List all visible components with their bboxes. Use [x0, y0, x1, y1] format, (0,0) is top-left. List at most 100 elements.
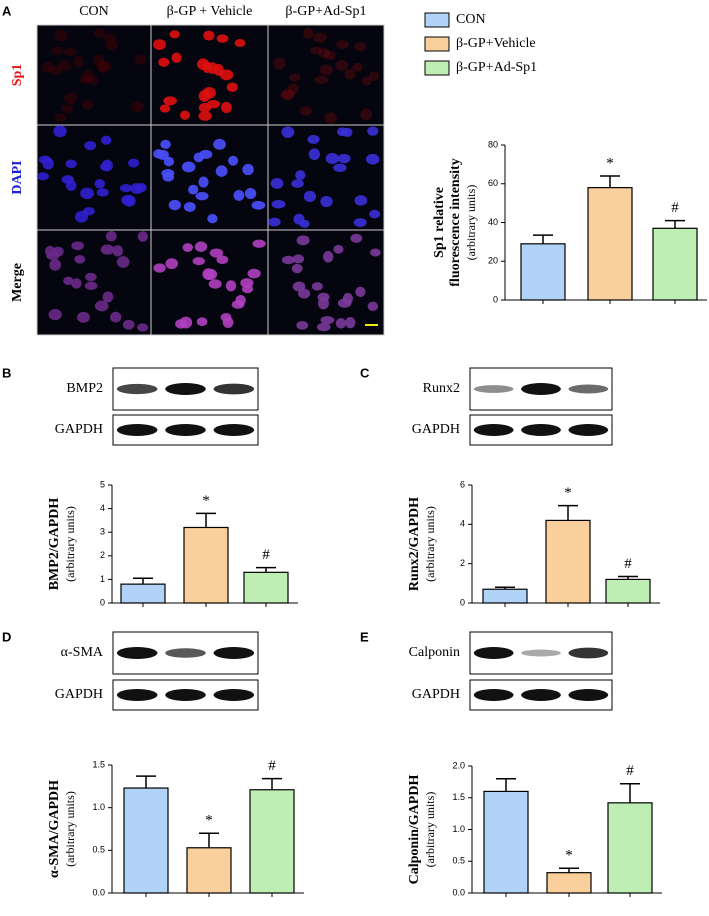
cell-nucleus: [192, 257, 205, 266]
row-label: Merge: [10, 263, 25, 302]
cell-nucleus: [247, 268, 261, 279]
micrograph: [267, 124, 385, 231]
cell-nucleus: [307, 134, 320, 144]
y-axis-subtitle: (arbitrary units): [423, 792, 437, 868]
cell-nucleus: [179, 316, 193, 329]
cell-nucleus: [41, 61, 55, 73]
bar: [482, 588, 528, 604]
cell-nucleus: [311, 282, 323, 291]
cell-nucleus: [116, 256, 130, 268]
blot-band: [473, 385, 514, 393]
y-axis-title: α-SMA/GAPDH: [47, 780, 62, 878]
blot-band: [213, 689, 255, 701]
significance-mark: #: [268, 758, 276, 774]
cell-nucleus: [63, 47, 77, 57]
y-tick-label: 4: [460, 519, 465, 529]
cell-nucleus: [168, 199, 182, 211]
y-tick-label: 3: [100, 527, 105, 537]
y-tick-label: 60: [488, 178, 498, 188]
bar: [652, 227, 698, 301]
significance-mark: #: [671, 200, 679, 216]
bar: [249, 789, 295, 894]
blot-band: [165, 689, 206, 701]
cell-nucleus: [163, 156, 175, 167]
cell-nucleus: [289, 73, 301, 82]
column-label: β-GP + Vehicle: [167, 4, 253, 19]
y-axis-title: Runx2/GAPDH: [407, 497, 422, 591]
cell-nucleus: [63, 276, 74, 286]
cell-nucleus: [161, 169, 175, 178]
cell-nucleus: [350, 233, 363, 243]
cell-nucleus: [352, 62, 363, 72]
blot-label: α-SMA: [61, 645, 104, 660]
blot-band: [165, 424, 206, 436]
cell-nucleus: [369, 209, 381, 219]
cell-nucleus: [344, 69, 356, 80]
cell-nucleus: [100, 244, 115, 255]
y-tick-label: 5: [100, 479, 105, 489]
bar: [186, 847, 232, 894]
panel-label: B: [2, 365, 11, 380]
cell-nucleus: [96, 188, 109, 197]
cell-nucleus: [137, 231, 149, 242]
y-axis-title: fluorescence intensity: [448, 158, 463, 286]
significance-mark: *: [205, 813, 213, 829]
blot-band: [213, 647, 255, 659]
cell-nucleus: [79, 74, 93, 84]
cell-nucleus: [335, 318, 347, 329]
blot-band: [568, 424, 609, 436]
cell-nucleus: [368, 71, 379, 82]
cell-nucleus: [320, 196, 333, 208]
significance-mark: *: [606, 155, 614, 171]
blot-label: GAPDH: [412, 687, 460, 702]
cell-nucleus: [291, 263, 303, 274]
cell-nucleus: [183, 201, 196, 213]
cell-nucleus: [188, 184, 199, 195]
blot-label: GAPDH: [55, 687, 103, 702]
cell-nucleus: [195, 192, 209, 201]
panel-label: A: [2, 3, 12, 18]
y-tick-label: 1.5: [452, 792, 465, 802]
micrograph: [36, 124, 152, 231]
cell-nucleus: [367, 301, 379, 311]
cell-nucleus: [273, 57, 286, 70]
cell-nucleus: [165, 258, 179, 270]
cell-nucleus: [299, 106, 312, 116]
cell-nucleus: [312, 32, 327, 43]
y-tick-label: 2.0: [452, 760, 465, 770]
cell-nucleus: [281, 255, 295, 265]
y-tick-label: 2: [100, 550, 105, 560]
cell-nucleus: [219, 69, 234, 81]
cell-nucleus: [93, 28, 106, 38]
cell-nucleus: [206, 99, 221, 109]
cell-nucleus: [303, 27, 314, 39]
bar: [120, 583, 166, 604]
cell-nucleus: [104, 33, 117, 43]
blot-band: [521, 689, 561, 701]
cell-nucleus: [325, 152, 340, 164]
blot-band: [165, 383, 206, 395]
y-axis-subtitle: (arbitrary units): [63, 791, 77, 867]
cell-nucleus: [215, 165, 228, 177]
cell-nucleus: [287, 83, 299, 95]
bar: [546, 872, 592, 894]
cell-nucleus: [160, 139, 171, 150]
bar: [483, 790, 529, 894]
blot-band: [213, 424, 255, 436]
cell-nucleus: [37, 172, 49, 181]
cell-nucleus: [202, 268, 215, 281]
cell-nucleus: [292, 281, 306, 292]
cell-nucleus: [242, 163, 254, 176]
cell-nucleus: [83, 69, 94, 82]
micrograph: [267, 24, 385, 126]
cell-nucleus: [281, 126, 295, 138]
cell-nucleus: [84, 140, 97, 151]
cell-nucleus: [367, 126, 379, 136]
y-tick-label: 0.0: [452, 887, 465, 897]
cell-nucleus: [112, 245, 124, 257]
cell-nucleus: [233, 189, 245, 201]
cell-nucleus: [122, 319, 135, 330]
cell-nucleus: [280, 91, 294, 100]
cell-nucleus: [226, 82, 238, 92]
cell-nucleus: [333, 163, 347, 173]
